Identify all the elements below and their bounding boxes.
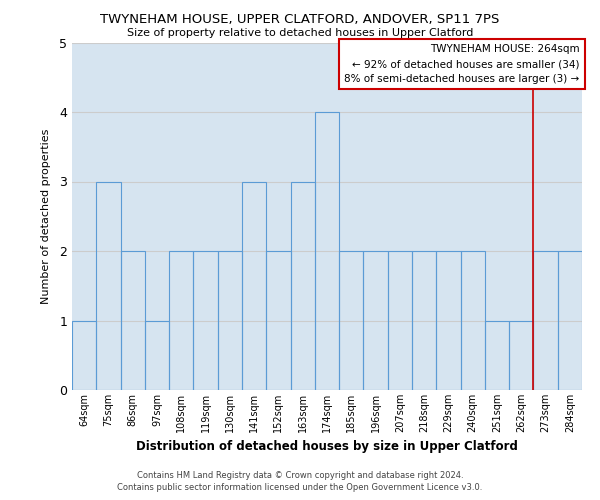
Bar: [315, 42, 339, 390]
Bar: [485, 42, 509, 390]
X-axis label: Distribution of detached houses by size in Upper Clatford: Distribution of detached houses by size …: [136, 440, 518, 454]
Bar: [169, 251, 193, 390]
Bar: [485, 320, 509, 390]
Bar: [242, 42, 266, 390]
Bar: [145, 42, 169, 390]
Text: TWYNEHAM HOUSE, UPPER CLATFORD, ANDOVER, SP11 7PS: TWYNEHAM HOUSE, UPPER CLATFORD, ANDOVER,…: [100, 12, 500, 26]
Bar: [461, 42, 485, 390]
Bar: [558, 42, 582, 390]
Bar: [218, 251, 242, 390]
Bar: [364, 251, 388, 390]
Bar: [193, 251, 218, 390]
Bar: [290, 42, 315, 390]
Bar: [364, 42, 388, 390]
Bar: [509, 42, 533, 390]
Bar: [412, 42, 436, 390]
Bar: [72, 42, 96, 390]
Bar: [169, 42, 193, 390]
Text: TWYNEHAM HOUSE: 264sqm
← 92% of detached houses are smaller (34)
8% of semi-deta: TWYNEHAM HOUSE: 264sqm ← 92% of detached…: [344, 44, 580, 84]
Bar: [436, 251, 461, 390]
Bar: [533, 42, 558, 390]
Bar: [388, 251, 412, 390]
Bar: [412, 251, 436, 390]
Bar: [558, 251, 582, 390]
Bar: [436, 42, 461, 390]
Bar: [509, 320, 533, 390]
Bar: [266, 251, 290, 390]
Bar: [242, 182, 266, 390]
Bar: [315, 112, 339, 390]
Bar: [193, 42, 218, 390]
Bar: [339, 251, 364, 390]
Bar: [72, 320, 96, 390]
Text: Contains HM Land Registry data © Crown copyright and database right 2024.
Contai: Contains HM Land Registry data © Crown c…: [118, 471, 482, 492]
Y-axis label: Number of detached properties: Number of detached properties: [41, 128, 51, 304]
Bar: [218, 42, 242, 390]
Bar: [96, 42, 121, 390]
Bar: [266, 42, 290, 390]
Bar: [290, 182, 315, 390]
Text: Size of property relative to detached houses in Upper Clatford: Size of property relative to detached ho…: [127, 28, 473, 38]
Bar: [339, 42, 364, 390]
Bar: [121, 42, 145, 390]
Bar: [145, 320, 169, 390]
Bar: [461, 251, 485, 390]
Bar: [96, 182, 121, 390]
Bar: [121, 251, 145, 390]
Bar: [388, 42, 412, 390]
Bar: [533, 251, 558, 390]
